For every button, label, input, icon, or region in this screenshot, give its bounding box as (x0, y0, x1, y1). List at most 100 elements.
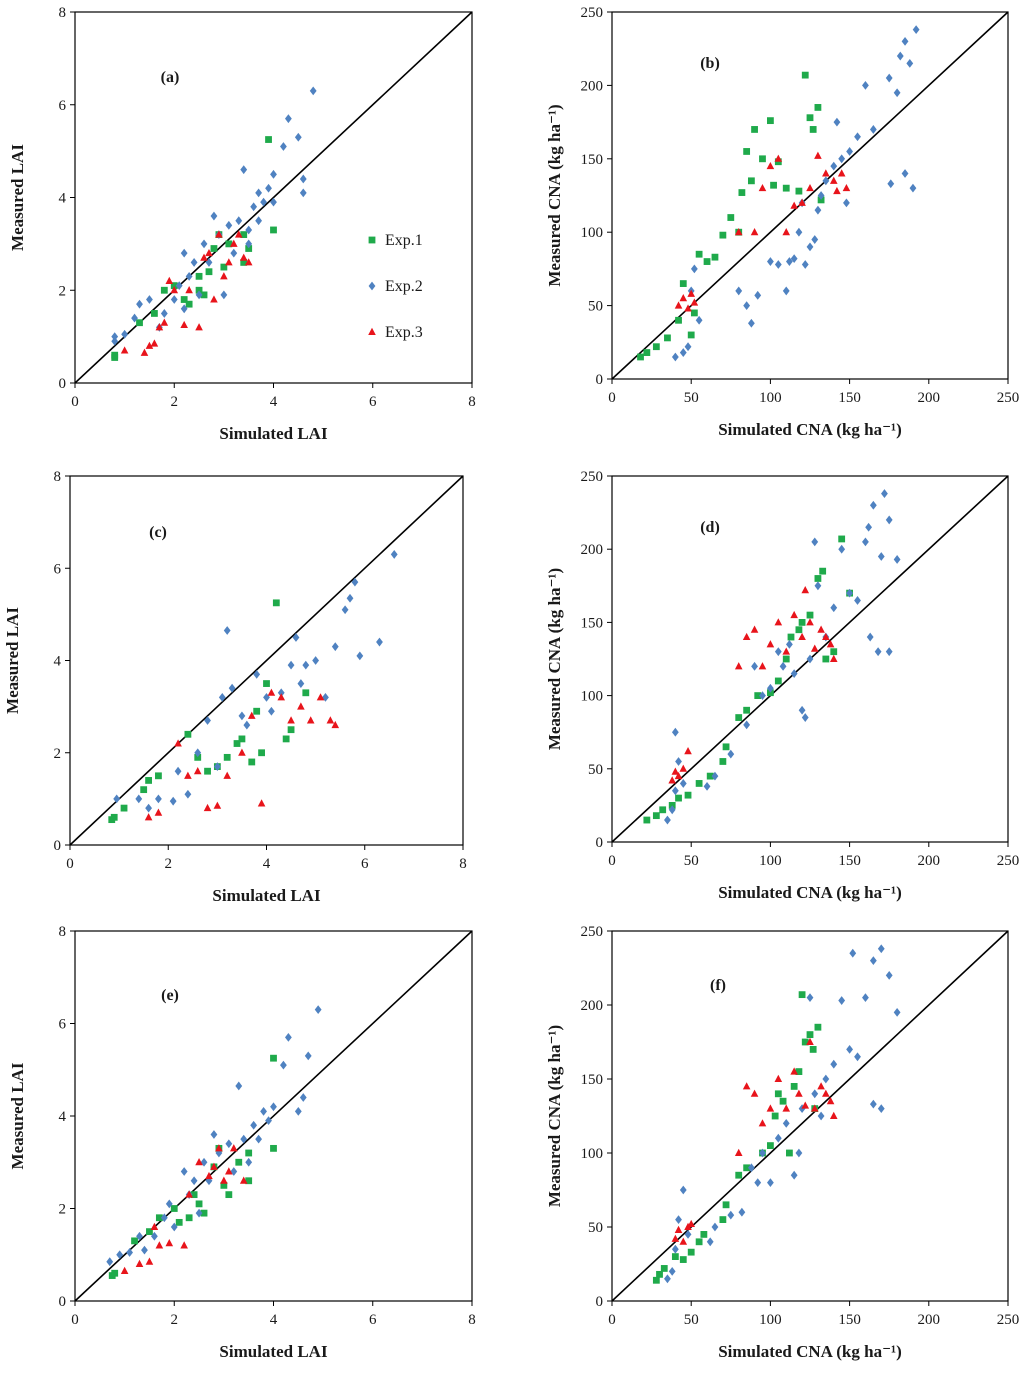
data-point-exp2 (795, 1148, 803, 1158)
y-tick-label: 4 (59, 1109, 67, 1125)
data-point-exp3 (230, 1144, 238, 1152)
data-point-exp3 (750, 228, 759, 236)
data-point-exp2 (170, 1222, 178, 1232)
data-point-exp3 (674, 1225, 683, 1233)
data-point-exp1 (263, 680, 270, 687)
data-point-exp2 (833, 117, 841, 127)
data-point-exp1 (184, 730, 192, 738)
data-point-exp1 (738, 189, 746, 196)
data-point-exp3 (806, 618, 814, 626)
data-point-exp3 (758, 1119, 767, 1127)
data-point-exp2 (869, 125, 877, 134)
data-point-exp1 (719, 1216, 727, 1223)
data-point-exp2 (743, 720, 751, 730)
panel-label: (f) (710, 977, 726, 994)
data-point-exp3 (798, 198, 806, 206)
y-tick-label: 2 (59, 1202, 67, 1218)
data-point-exp2 (302, 660, 310, 670)
data-point-exp1 (195, 1200, 203, 1208)
data-point-exp3 (668, 776, 676, 784)
data-point-exp1 (727, 214, 735, 221)
data-point-exp2 (255, 188, 263, 198)
data-point-exp1 (798, 991, 806, 999)
chart-panel-1: 0 2 4 6 8 0 2 4 6 8 Simulated LAI Measured LAI (a) Ex… (8, 5, 476, 443)
data-point-exp2 (684, 342, 692, 352)
y-tick-label: 50 (588, 299, 603, 315)
data-point-exp2 (265, 1116, 272, 1126)
data-point-exp2 (255, 216, 263, 226)
data-point-exp3 (742, 632, 751, 641)
data-point-exp2 (795, 227, 803, 237)
chart-panel-5: 0 2 4 6 8 0 2 4 6 8 Simulated LAI Measured LAI (e) (8, 924, 476, 1361)
y-tick-label: 8 (54, 469, 62, 485)
data-point-exp1 (220, 1181, 228, 1189)
data-point-exp2 (243, 720, 251, 730)
data-point-exp3 (165, 1238, 174, 1247)
data-point-exp3 (210, 295, 218, 303)
data-point-exp3 (742, 1082, 751, 1090)
data-point-exp1 (675, 316, 682, 324)
data-point-exp2 (341, 605, 349, 615)
data-point-exp1 (643, 816, 651, 824)
y-tick-label: 0 (596, 1294, 604, 1310)
data-point-exp1 (204, 767, 211, 775)
data-point-exp3 (234, 230, 243, 238)
data-point-exp2 (893, 1008, 901, 1017)
data-point-exp1 (223, 753, 231, 761)
data-point-exp1 (282, 735, 290, 743)
data-point-exp2 (213, 762, 221, 771)
data-point-exp1 (136, 319, 143, 327)
data-point-exp2 (817, 1111, 825, 1121)
data-point-exp3 (829, 1111, 838, 1119)
data-point-exp2 (253, 669, 261, 679)
data-point-exp3 (801, 585, 810, 594)
data-point-exp2 (145, 803, 152, 813)
data-point-exp1 (111, 351, 119, 359)
data-point-exp2 (830, 1059, 838, 1069)
data-point-exp1 (722, 743, 730, 751)
data-point-exp3 (180, 1241, 188, 1249)
data-point-exp3 (326, 716, 335, 724)
legend-marker-exp2 (368, 281, 376, 291)
data-point-exp2 (767, 683, 774, 693)
data-point-exp2 (862, 81, 869, 90)
data-point-exp2 (811, 1089, 819, 1099)
x-tick-label: 8 (468, 1312, 476, 1328)
data-point-exp2 (260, 1106, 267, 1116)
x-tick-label: 6 (369, 394, 377, 410)
y-tick-label: 50 (588, 1220, 603, 1236)
data-point-exp2 (790, 254, 798, 264)
data-point-exp1 (194, 753, 202, 761)
data-point-exp3 (758, 183, 767, 192)
data-point-exp1 (798, 619, 806, 626)
data-point-exp1 (751, 126, 758, 133)
data-point-exp1 (679, 1256, 687, 1263)
data-point-exp3 (225, 1167, 233, 1175)
data-point-exp2 (135, 794, 143, 804)
y-tick-label: 8 (59, 924, 67, 940)
x-tick-label: 4 (270, 394, 278, 410)
data-point-exp3 (180, 320, 188, 329)
x-tick-label: 6 (369, 1312, 377, 1328)
data-point-exp2 (909, 183, 917, 193)
data-point-exp1 (652, 1276, 660, 1284)
data-point-exp2 (155, 794, 162, 804)
data-point-exp1 (205, 268, 213, 276)
chart-panel-2: 0 50 100 150 200 250 0 50 100 150 200 250 Simulated … (545, 5, 1019, 439)
data-point-exp3 (842, 183, 851, 192)
y-tick-label: 250 (581, 5, 604, 21)
x-tick-label: 4 (263, 856, 271, 872)
data-point-exp3 (185, 286, 193, 294)
x-axis-title: Simulated CNA (kg ha⁻¹) (718, 420, 902, 439)
panel-label: (b) (700, 55, 720, 72)
data-point-exp1 (270, 1054, 277, 1062)
data-point-exp3 (184, 771, 192, 779)
y-tick-label: 0 (54, 838, 62, 854)
data-point-exp3 (220, 272, 228, 280)
data-point-exp3 (160, 318, 169, 326)
data-point-exp3 (837, 169, 846, 177)
data-point-exp2 (885, 971, 893, 980)
data-point-exp1 (270, 1144, 277, 1152)
data-point-exp1 (814, 1023, 822, 1031)
